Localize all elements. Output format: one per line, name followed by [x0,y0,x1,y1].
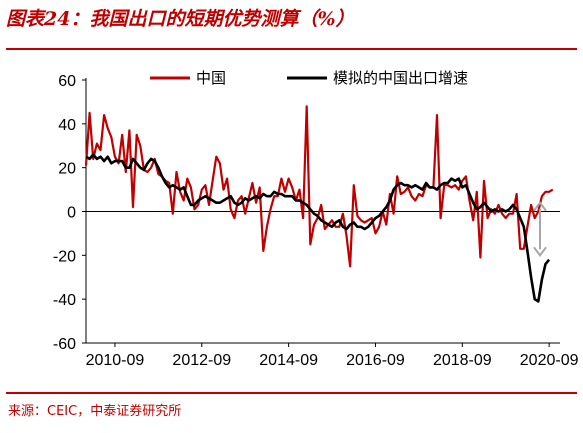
y-tick-label: 40 [58,117,76,134]
x-tick-label: 2010-09 [86,352,145,369]
range-arrow [533,201,547,257]
y-tick-label: 60 [58,73,76,90]
page-title: 图表24：我国出口的短期优势测算（%） [6,8,355,30]
legend-label-model: 模拟的中国出口增速 [333,69,468,87]
y-tick-label: -40 [53,292,76,309]
chart-legend: 中国 模拟的中国出口增速 [150,69,468,87]
legend-label-china: 中国 [196,69,226,87]
y-tick-label: 20 [58,161,76,178]
source-note: 来源：CEIC，中泰证券研究所 [8,404,182,419]
y-tick-label: 0 [67,205,76,222]
series-line-china [84,105,554,268]
arrow-head-down [533,246,547,257]
arrow-head-up [533,201,547,212]
title-divider [6,48,577,50]
line-chart: -60 -40 -20 0 20 40 60 2010-09 2012-09 2014-09 201… [53,69,579,369]
series-layer [84,105,554,303]
x-tick-label: 2012-09 [172,352,231,369]
y-tick-label: -20 [53,248,76,265]
x-tick-label: 2014-09 [259,352,318,369]
x-tick-label: 2016-09 [346,352,405,369]
x-tick-label: 2020-09 [520,352,579,369]
footer-divider [6,392,577,394]
chart-axes: -60 -40 -20 0 20 40 60 2010-09 2012-09 2014-09 201… [53,73,579,369]
y-tick-label: -60 [53,336,76,353]
series-line-model [85,153,551,303]
x-tick-label: 2018-09 [433,352,492,369]
